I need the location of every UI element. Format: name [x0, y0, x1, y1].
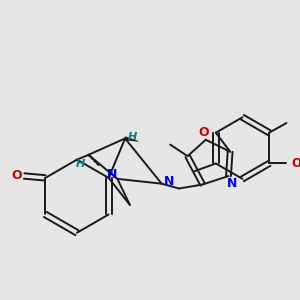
Polygon shape [125, 136, 139, 141]
Text: O: O [291, 157, 300, 170]
Text: O: O [11, 169, 22, 182]
Text: O: O [199, 126, 209, 139]
Text: N: N [227, 177, 238, 190]
Text: N: N [107, 168, 118, 181]
Text: N: N [164, 175, 175, 188]
Text: H: H [128, 131, 137, 142]
Text: H: H [76, 159, 86, 170]
